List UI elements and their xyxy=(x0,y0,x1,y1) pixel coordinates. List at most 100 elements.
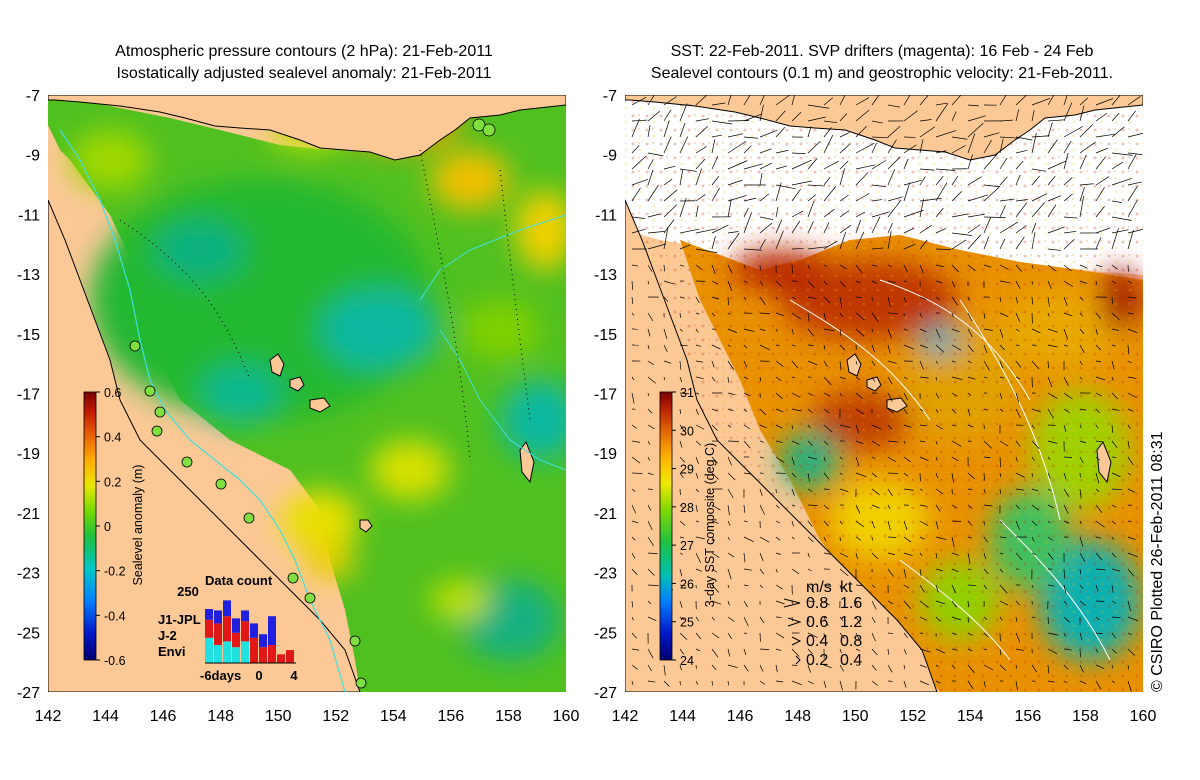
velocity-arrow xyxy=(967,376,976,380)
velocity-arrow xyxy=(631,568,638,576)
lat-tick-label: -7 xyxy=(26,88,40,105)
legend-kt-value: 0.4 xyxy=(840,652,862,669)
velocity-arrow xyxy=(695,488,699,493)
velocity-arrow xyxy=(855,211,866,218)
velocity-arrow xyxy=(679,664,682,671)
velocity-arrow xyxy=(1111,424,1114,433)
velocity-arrow xyxy=(855,142,875,154)
velocity-arrow xyxy=(1031,456,1035,461)
velocity-arrow xyxy=(727,632,732,640)
velocity-arrow xyxy=(1127,440,1130,449)
velocity-arrow xyxy=(887,568,894,577)
velocity-arrow xyxy=(1063,193,1073,202)
velocity-arrow xyxy=(903,296,907,303)
australia-coast-right xyxy=(625,199,938,692)
velocity-arrow xyxy=(1015,616,1018,622)
velocity-arrow xyxy=(791,488,795,496)
velocity-arrow xyxy=(1063,152,1069,170)
data-count-bar-blue xyxy=(259,634,267,648)
data-count-bar-red xyxy=(268,645,276,663)
right-title-line2: Sealevel contours (0.1 m) and geostrophi… xyxy=(651,65,1113,82)
velocity-arrow xyxy=(935,102,948,106)
velocity-arrow xyxy=(983,504,993,507)
velocity-arrow xyxy=(647,552,658,555)
velocity-arrow xyxy=(919,536,925,540)
velocity-arrow xyxy=(631,520,639,524)
velocity-arrow xyxy=(807,520,813,527)
velocity-arrow xyxy=(951,239,967,250)
velocity-arrow xyxy=(807,184,825,187)
velocity-arrow xyxy=(951,344,962,351)
velocity-arrow xyxy=(647,125,651,138)
velocity-arrow xyxy=(1095,648,1099,653)
left-map[interactable] xyxy=(48,90,580,692)
velocity-arrow xyxy=(983,664,994,671)
velocity-arrow xyxy=(999,584,1008,594)
velocity-arrow xyxy=(711,376,716,382)
velocity-arrow xyxy=(631,296,634,305)
data-count-bar-red xyxy=(241,621,249,642)
velocity-arrow xyxy=(1095,616,1100,621)
velocity-arrow xyxy=(695,392,700,395)
velocity-arrow xyxy=(1111,472,1121,478)
velocity-arrow xyxy=(791,504,796,507)
velocity-arrow xyxy=(727,408,734,412)
velocity-arrow xyxy=(871,552,879,560)
velocity-arrow xyxy=(647,536,654,547)
velocity-arrow xyxy=(871,136,889,139)
velocity-arrow xyxy=(1079,552,1086,562)
velocity-arrow xyxy=(759,216,774,221)
lon-tick-label: 148 xyxy=(784,708,811,725)
velocity-arrow xyxy=(663,96,677,106)
velocity-arrow xyxy=(807,568,812,572)
right-map[interactable] xyxy=(625,86,1148,692)
velocity-arrow xyxy=(1127,280,1133,284)
lon-tick-label: 152 xyxy=(322,708,349,725)
velocity-arrow xyxy=(1047,226,1065,234)
velocity-arrow xyxy=(903,209,924,218)
velocity-arrow xyxy=(743,344,748,349)
velocity-arrow xyxy=(791,360,799,369)
velocity-arrow xyxy=(679,103,688,122)
velocity-arrow xyxy=(999,392,1003,400)
velocity-arrow xyxy=(1079,520,1082,524)
velocity-arrow xyxy=(935,424,944,430)
velocity-arrow xyxy=(951,191,962,202)
velocity-arrow xyxy=(743,424,751,430)
velocity-arrow xyxy=(807,440,813,446)
velocity-arrow xyxy=(663,136,672,154)
velocity-arrow xyxy=(935,182,948,202)
data-count-bar-blue xyxy=(268,616,276,645)
colorbar-tick-label: 0.6 xyxy=(104,386,121,400)
velocity-arrow xyxy=(999,205,1006,218)
velocity-arrow xyxy=(967,664,975,674)
velocity-arrow xyxy=(871,280,878,284)
velocity-arrow xyxy=(1079,424,1082,429)
velocity-arrow xyxy=(1063,328,1068,339)
velocity-arrow xyxy=(759,312,771,315)
velocity-arrow xyxy=(999,616,1003,621)
velocity-arrow xyxy=(647,344,650,350)
velocity-arrow xyxy=(775,344,780,347)
velocity-arrow xyxy=(759,536,770,543)
velocity-arrow xyxy=(679,456,686,463)
velocity-arrow xyxy=(759,648,770,651)
velocity-arrow xyxy=(983,488,986,494)
velocity-arrow xyxy=(887,552,895,555)
velocity-arrow xyxy=(1127,472,1132,476)
velocity-arrow xyxy=(983,680,986,688)
velocity-arrow xyxy=(1047,680,1055,683)
lon-tick-label: 158 xyxy=(1072,708,1099,725)
velocity-arrow xyxy=(903,280,908,283)
velocity-arrow xyxy=(1015,360,1022,368)
velocity-arrow xyxy=(951,472,954,483)
velocity-arrow xyxy=(967,312,973,322)
velocity-arrow xyxy=(1047,312,1050,317)
velocity-arrow xyxy=(631,552,636,559)
velocity-arrow xyxy=(935,600,946,605)
velocity-arrow xyxy=(647,280,650,285)
velocity-arrow xyxy=(1111,264,1118,270)
velocity-arrow xyxy=(919,225,932,234)
velocity-arrow xyxy=(791,440,800,445)
velocity-arrow xyxy=(951,424,957,427)
